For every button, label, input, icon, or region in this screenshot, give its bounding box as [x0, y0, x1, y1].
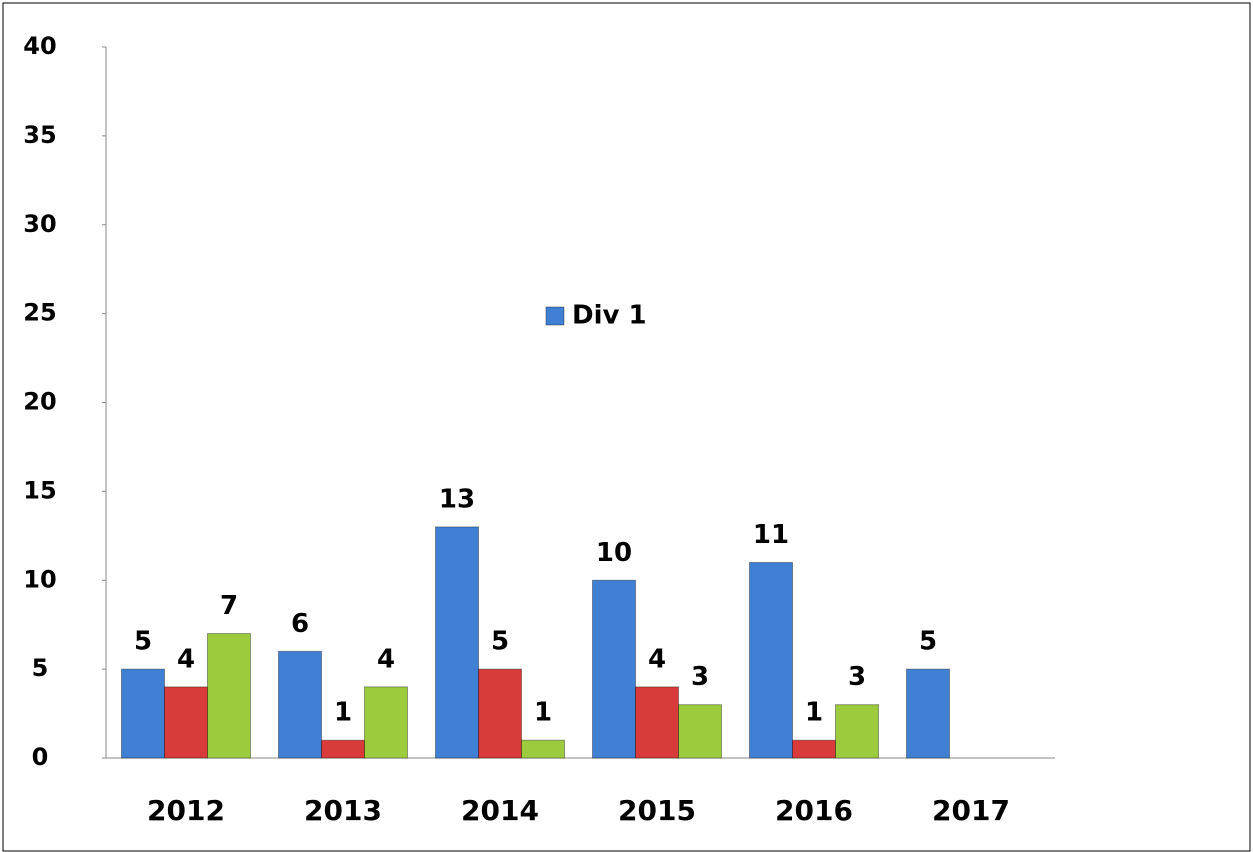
y-tick-label: 0 — [32, 743, 49, 771]
value-label: 13 — [439, 484, 475, 514]
x-tick-label: 2012 — [147, 794, 225, 827]
legend-label: Div 1 — [572, 301, 647, 331]
y-tick-label: 35 — [23, 121, 56, 149]
value-label: 5 — [919, 627, 937, 657]
bar — [321, 739, 365, 759]
x-tick-label: 2017 — [932, 794, 1010, 827]
bar — [635, 686, 679, 759]
y-tick-label: 10 — [23, 565, 56, 593]
x-tick-label: 2014 — [461, 794, 539, 827]
value-label: 4 — [648, 644, 666, 674]
bar — [207, 633, 251, 759]
value-label: 6 — [291, 609, 309, 639]
bar — [478, 668, 522, 759]
y-tick-label: 15 — [23, 476, 56, 504]
x-tick-label: 2016 — [775, 794, 853, 827]
value-label: 7 — [220, 591, 238, 621]
legend-swatch — [545, 306, 565, 326]
y-tick-label: 20 — [23, 388, 56, 416]
bar — [521, 739, 565, 759]
value-label: 3 — [691, 662, 709, 692]
value-label: 3 — [848, 662, 866, 692]
x-tick-label: 2015 — [618, 794, 696, 827]
value-label: 5 — [491, 627, 509, 657]
value-label: 4 — [177, 644, 195, 674]
bar — [749, 561, 793, 759]
bar — [364, 686, 408, 759]
y-tick-label: 40 — [23, 32, 56, 60]
bar — [835, 704, 879, 759]
value-label: 1 — [534, 698, 552, 728]
value-label: 1 — [334, 698, 352, 728]
bar — [592, 579, 636, 759]
value-label: 5 — [134, 627, 152, 657]
bar — [792, 739, 836, 759]
value-label: 10 — [596, 538, 632, 568]
bar — [906, 668, 950, 759]
value-label: 4 — [377, 644, 395, 674]
y-tick-label: 5 — [32, 654, 49, 682]
bar — [164, 686, 208, 759]
value-label: 11 — [753, 520, 789, 550]
x-tick-label: 2013 — [304, 794, 382, 827]
bar — [121, 668, 165, 759]
bar — [678, 704, 722, 759]
bar — [435, 526, 479, 759]
y-tick-label: 25 — [23, 299, 56, 327]
bar — [278, 650, 322, 759]
value-label: 1 — [805, 698, 823, 728]
y-tick-label: 30 — [23, 210, 56, 238]
